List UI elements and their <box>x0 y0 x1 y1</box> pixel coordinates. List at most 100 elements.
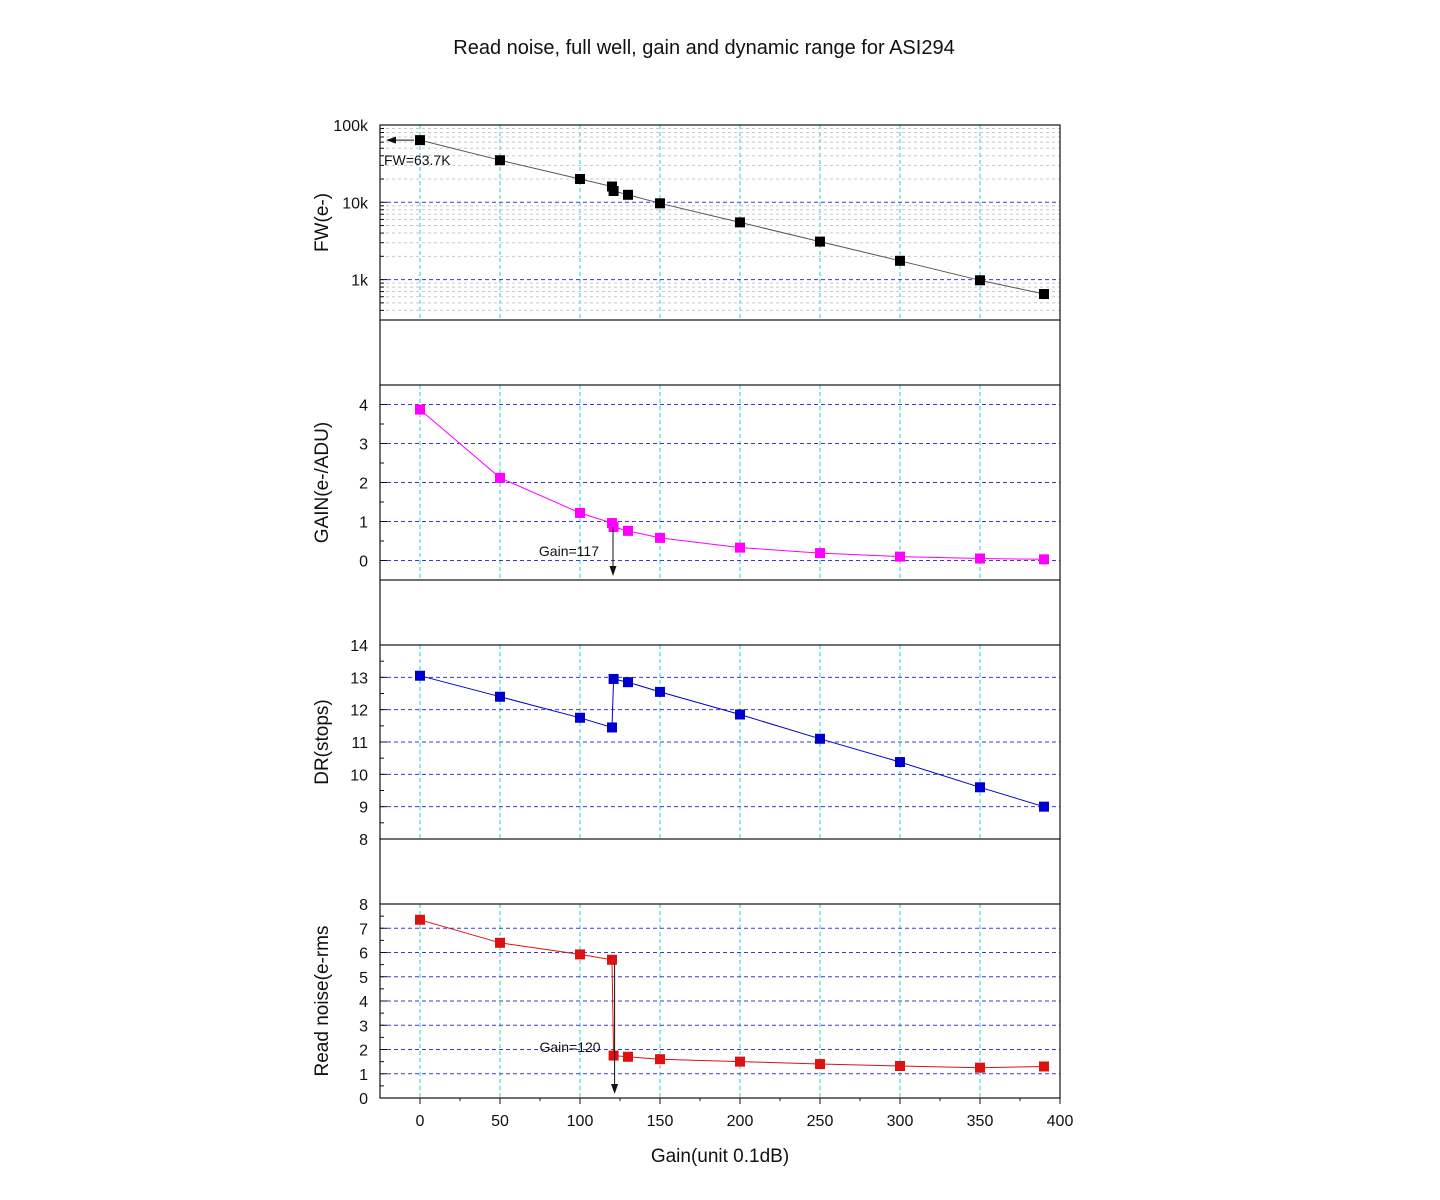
data-point-dr <box>415 670 425 681</box>
data-point-gain <box>815 548 825 559</box>
y-axis-title-gain: GAIN(e-/ADU) <box>312 422 333 543</box>
annotation-label: Gain=117 <box>539 543 599 559</box>
chart-title: Read noise, full well, gain and dynamic … <box>453 37 955 59</box>
series-line-fw <box>419 139 1045 295</box>
y-tick-label: 13 <box>350 670 368 687</box>
data-point-rn <box>1039 1061 1049 1072</box>
y-tick-label: 1 <box>359 515 368 532</box>
data-point-dr <box>655 686 665 697</box>
series-line-rn <box>419 919 1045 1069</box>
y-tick-label: 3 <box>359 1018 368 1035</box>
data-point-fw <box>495 155 505 166</box>
y-tick-label: 6 <box>359 946 368 963</box>
data-point-gain <box>608 521 619 532</box>
x-tick-label: 250 <box>807 1113 834 1130</box>
grid-layer <box>380 125 1060 1098</box>
annotation-layer: FW=63.7K Gain=117 Gain=120 <box>384 136 619 1094</box>
y-tick-label: 11 <box>351 735 368 752</box>
data-point-rn <box>735 1056 745 1067</box>
y-tick-label: 2 <box>359 476 368 493</box>
data-point-dr <box>607 722 617 733</box>
y-tick-label: 4 <box>359 994 368 1011</box>
y-tick-label: 10k <box>342 195 369 212</box>
data-point-rn <box>575 949 585 960</box>
y-tick-label: 100k <box>333 118 369 135</box>
data-point-rn <box>495 937 505 948</box>
data-point-rn <box>623 1051 633 1062</box>
y-tick-label: 5 <box>359 970 368 987</box>
data-point-fw <box>975 275 985 286</box>
y-tick-label: 0 <box>359 554 368 571</box>
annotation-label: Gain=120 <box>539 1039 600 1055</box>
y-tick-label: 8 <box>359 832 368 849</box>
y-tick-label: 10 <box>350 767 368 784</box>
y-tick-label: 4 <box>359 398 368 415</box>
series-layer <box>415 135 1049 1073</box>
data-point-gain <box>895 551 905 562</box>
data-point-dr <box>895 757 905 768</box>
annotation-arrowhead <box>611 1084 619 1094</box>
data-point-gain <box>1039 554 1049 565</box>
data-point-fw <box>815 236 825 247</box>
data-point-fw <box>1039 289 1049 300</box>
y-tick-label: 12 <box>350 703 368 720</box>
data-point-dr <box>623 677 633 688</box>
y-tick-label: 8 <box>359 897 368 914</box>
annotation-label: FW=63.7K <box>384 152 451 168</box>
series-line-gain <box>419 409 1045 560</box>
panel-frame-fw <box>379 124 1061 321</box>
x-tick-label: 50 <box>491 1113 509 1130</box>
data-point-fw <box>895 255 905 266</box>
data-point-gain <box>575 507 585 518</box>
data-point-dr <box>495 691 505 702</box>
data-point-rn <box>895 1060 905 1071</box>
x-axis-title: Gain(unit 0.1dB) <box>651 1146 789 1167</box>
data-point-gain <box>655 532 665 543</box>
x-tick-label: 150 <box>647 1113 674 1130</box>
data-point-fw <box>735 217 745 228</box>
data-point-dr <box>608 673 619 684</box>
y-tick-label: 0 <box>359 1091 368 1108</box>
y-axis-title-rn: Read noise(e-rms <box>312 926 333 1077</box>
data-point-gain <box>415 404 425 415</box>
data-point-rn <box>815 1059 825 1070</box>
data-point-rn <box>608 1050 619 1061</box>
x-tick-label: 300 <box>887 1113 914 1130</box>
data-point-rn <box>975 1062 985 1073</box>
data-point-dr <box>735 709 745 720</box>
x-tick-label: 400 <box>1047 1113 1074 1130</box>
data-point-gain <box>495 472 505 483</box>
data-point-dr <box>1039 801 1049 812</box>
y-axis-title-fw: FW(e-) <box>312 193 333 252</box>
y-tick-label: 3 <box>359 437 368 454</box>
data-point-rn <box>607 954 617 965</box>
axes-layer: 1k10k100kFW(e-)01234GAIN(e-/ADU)89101112… <box>312 118 1073 1130</box>
data-point-dr <box>575 712 585 723</box>
annotation-arrowhead <box>386 136 396 144</box>
y-axis-title-dr: DR(stops) <box>312 699 333 785</box>
x-tick-label: 100 <box>567 1113 594 1130</box>
data-point-fw <box>575 174 585 185</box>
y-tick-label: 1 <box>359 1067 368 1084</box>
data-point-fw <box>415 135 425 146</box>
y-tick-label: 7 <box>359 921 368 938</box>
x-tick-label: 0 <box>416 1113 425 1130</box>
data-point-fw <box>623 189 633 200</box>
data-point-rn <box>655 1054 665 1065</box>
data-point-dr <box>815 733 825 744</box>
x-tick-label: 200 <box>727 1113 754 1130</box>
y-tick-label: 14 <box>350 638 368 655</box>
data-point-dr <box>975 782 985 793</box>
series-line-dr <box>419 675 1045 808</box>
x-tick-label: 350 <box>967 1113 994 1130</box>
data-point-gain <box>735 542 745 553</box>
data-point-fw <box>655 198 665 209</box>
data-point-rn <box>415 914 425 925</box>
y-tick-label: 9 <box>359 800 368 817</box>
data-point-fw <box>608 185 619 196</box>
y-tick-label: 1k <box>351 273 369 290</box>
y-tick-label: 2 <box>359 1043 368 1060</box>
data-point-gain <box>623 525 633 536</box>
annotation-arrowhead <box>609 566 617 576</box>
